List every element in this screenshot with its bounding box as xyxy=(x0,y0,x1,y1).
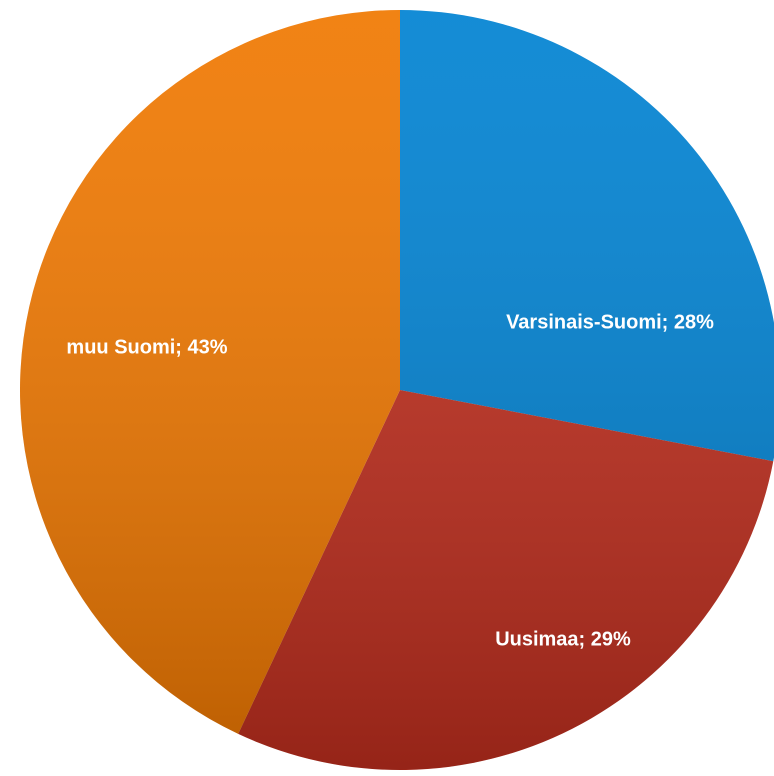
pie-slice xyxy=(400,10,774,462)
data-label: Varsinais-Suomi; 28% xyxy=(506,311,714,333)
data-label: Uusimaa; 29% xyxy=(495,628,631,650)
data-label: muu Suomi; 43% xyxy=(66,336,227,358)
